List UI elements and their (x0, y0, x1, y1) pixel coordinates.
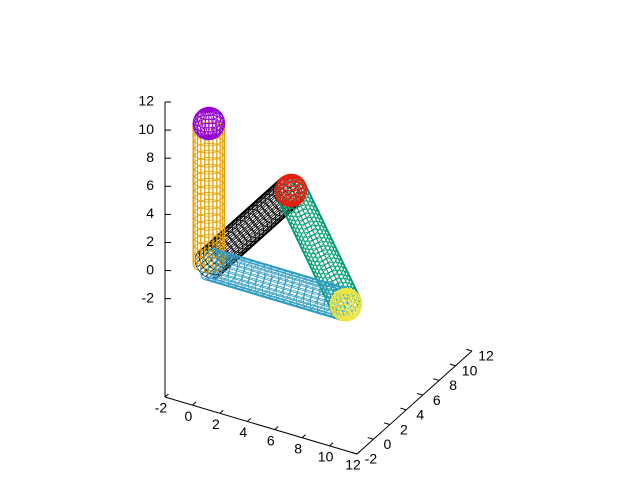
y-tick-label: 10 (462, 362, 478, 378)
x-tick (274, 426, 279, 430)
cap (274, 173, 308, 208)
z-tick-label: 12 (138, 93, 154, 109)
y-tick (351, 451, 358, 455)
y-tick (449, 363, 456, 367)
x-tick-label: 10 (318, 449, 334, 465)
y-tick-label: 2 (400, 421, 408, 437)
y-tick (400, 407, 407, 411)
y-tick-label: -2 (365, 451, 378, 467)
z-tick-label: 2 (146, 233, 154, 249)
x-tick (164, 393, 169, 398)
x-tick (356, 450, 361, 455)
y-tick-label: 8 (449, 377, 457, 393)
x-tick-label: 12 (345, 457, 361, 473)
x-tick (329, 442, 334, 447)
y-tick (416, 392, 423, 396)
y-tick (433, 378, 440, 381)
x-tick-label: 8 (294, 440, 302, 456)
z-tick-label: 8 (146, 149, 154, 165)
y-tick-label: 4 (416, 407, 424, 423)
y-axis (356, 350, 473, 455)
x-tick-label: 0 (185, 408, 193, 424)
z-tick-label: 6 (146, 177, 154, 193)
x-tick (301, 434, 306, 439)
x-tick (219, 409, 224, 414)
x-tick (246, 417, 252, 422)
y-tick-label: 0 (384, 436, 392, 452)
y-tick (466, 348, 473, 352)
x-tick (192, 401, 197, 406)
y-tick (367, 437, 374, 440)
z-tick-label: 10 (138, 121, 154, 137)
cap (329, 287, 363, 322)
x-tick-label: 4 (239, 424, 247, 440)
z-tick-label: 4 (146, 205, 154, 221)
y-tick-label: 12 (478, 348, 494, 364)
y-tick (383, 422, 390, 426)
x-tick-label: 6 (267, 432, 275, 448)
y-tick-label: 6 (433, 392, 441, 408)
z-tick-label: 0 (146, 261, 154, 277)
x-tick-label: -2 (155, 400, 168, 416)
x-tick-label: 2 (212, 416, 220, 432)
x-axis (164, 396, 358, 455)
cap (192, 106, 226, 141)
z-tick-label: -2 (142, 289, 155, 305)
